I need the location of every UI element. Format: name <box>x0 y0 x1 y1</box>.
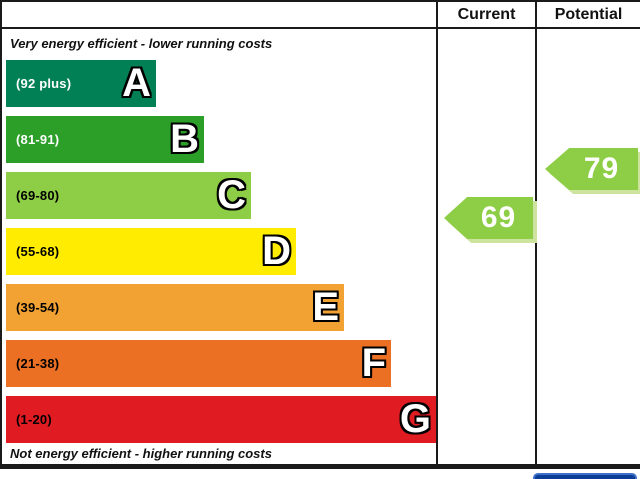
band-bar-g: (1-20) G <box>6 396 436 443</box>
potential-rating-value: 79 <box>583 152 620 185</box>
band-bar-a: (92 plus) A <box>6 60 156 107</box>
eu-directive-box-edge <box>533 473 637 479</box>
left-arrow-icon: 69 <box>444 197 533 239</box>
band-letter: C <box>217 172 246 217</box>
band-range-label: (55-68) <box>16 244 60 259</box>
potential-column-divider <box>535 0 537 469</box>
band-range-label: (21-38) <box>16 356 60 371</box>
band-range-label: (69-80) <box>16 188 60 203</box>
band-range-label: (39-54) <box>16 300 60 315</box>
left-arrow-icon: 79 <box>545 148 638 190</box>
band-bar-b: (81-91) B <box>6 116 204 163</box>
band-bar-c: (69-80) C <box>6 172 251 219</box>
current-column-divider <box>436 0 438 469</box>
band-letter: A <box>122 60 151 105</box>
band-letter: B <box>170 116 199 161</box>
header-current-label: Current <box>457 6 516 23</box>
band-letter: F <box>361 340 386 385</box>
potential-rating-arrow: 79 <box>545 148 638 190</box>
left-border <box>0 0 2 469</box>
current-rating-arrow: 69 <box>444 197 533 239</box>
header-potential-label: Potential <box>554 6 623 23</box>
band-letter: G <box>399 396 431 441</box>
bottom-caption: Not energy efficient - higher running co… <box>10 446 272 461</box>
top-border <box>0 0 640 2</box>
band-bar-e: (39-54) E <box>6 284 344 331</box>
band-range-label: (92 plus) <box>16 76 72 91</box>
band-range-label: (1-20) <box>16 412 52 427</box>
bottom-border <box>0 464 640 469</box>
header-divider <box>0 27 640 29</box>
band-bar-f: (21-38) F <box>6 340 391 387</box>
top-caption: Very energy efficient - lower running co… <box>10 36 273 51</box>
band-bar-d: (55-68) D <box>6 228 296 275</box>
current-rating-value: 69 <box>480 201 517 234</box>
band-range-label: (81-91) <box>16 132 60 147</box>
band-letter: E <box>312 284 339 329</box>
band-letter: D <box>262 228 291 273</box>
